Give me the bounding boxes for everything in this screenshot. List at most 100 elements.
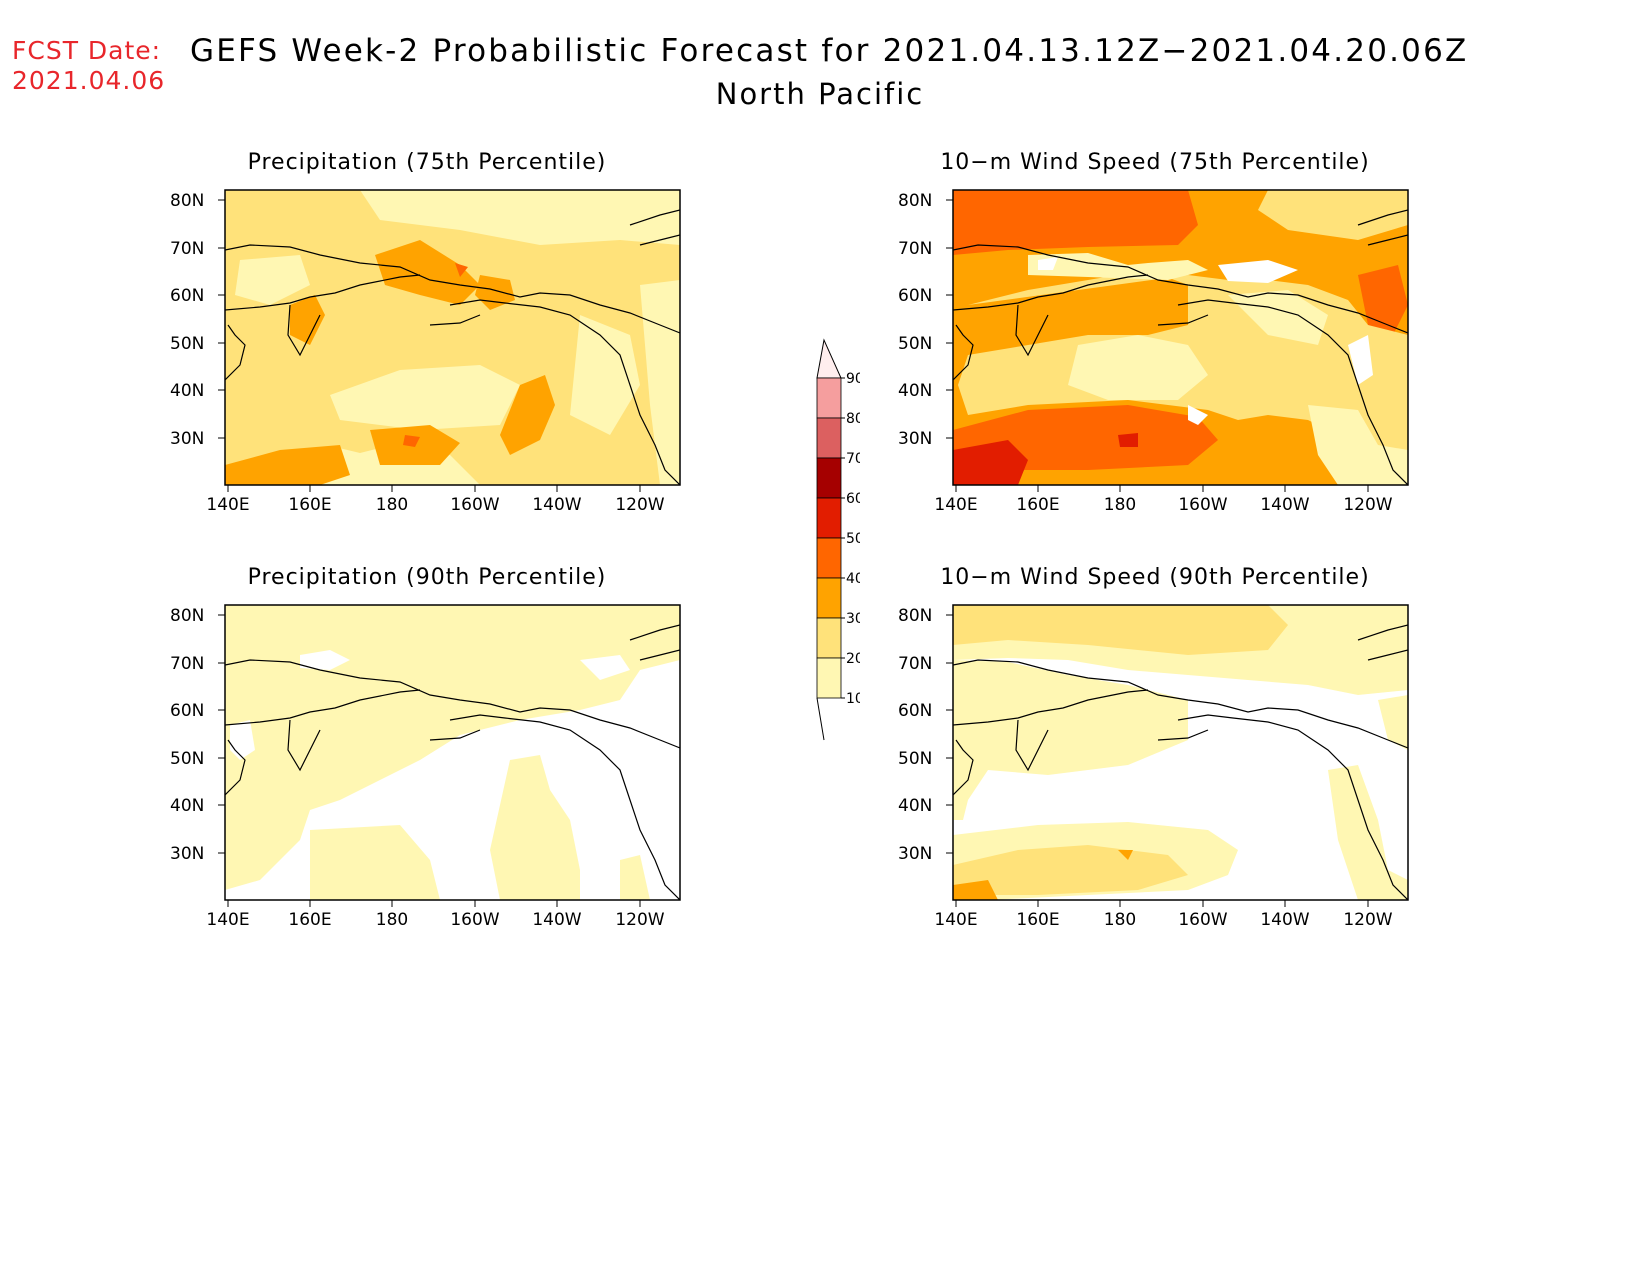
fill-c50 [953,440,1028,485]
lon-label-140e: 140E [206,910,249,930]
fill-white [1188,405,1208,425]
lat-label-70n: 70N [170,239,204,259]
lat-label-50n: 50N [898,749,932,769]
lat-label-40n: 40N [170,796,204,816]
lat-label-60n: 60N [898,286,932,306]
fill-c30 [1118,850,1133,860]
panel-title-wind-90: 10−m Wind Speed (90th Percentile) [940,565,1370,590]
colorbar-label-50: 50 [846,531,860,547]
colorbar-label-40: 40 [846,571,860,587]
fill-c10 [330,365,520,430]
fill-c30 [375,240,480,305]
map-frame [952,189,1409,486]
fill-c40 [953,190,1198,255]
fill-c20 [1258,190,1408,240]
lon-label-140e: 140E [934,495,977,515]
lon-label-180: 180 [1104,910,1136,930]
lat-label-50n: 50N [170,749,204,769]
fill-c30 [953,880,998,900]
fill-c10 [570,315,640,435]
colorbar-label-60: 60 [846,491,860,507]
lat-label-40n: 40N [898,381,932,401]
lat-label-50n: 50N [898,334,932,354]
map-precip-75: 30N 40N 50N 60N 70N 80N 140E 160E 180 16… [170,189,681,515]
forecast-date-block: FCST Date: 2021.04.06 [12,36,165,96]
lon-axis: 140E 160E 180 160W 140W 120W [934,485,1393,515]
fill-c10 [1228,290,1328,345]
lon-axis: 140E 160E 180 160W 140W 120W [206,900,665,930]
fill-c10 [1378,695,1408,750]
colorbar-swatch-60 [816,497,842,539]
lon-label-140e: 140E [206,495,249,515]
lat-label-60n: 60N [170,701,204,721]
lat-label-60n: 60N [898,701,932,721]
lon-label-120w: 120W [1343,495,1392,515]
lon-label-140e: 140E [934,910,977,930]
lat-label-30n: 30N [170,844,204,864]
lon-label-140w: 140W [532,910,581,930]
panel-title-precip-90: Precipitation (90th Percentile) [247,565,607,590]
lon-label-140w: 140W [1260,495,1309,515]
fill-white [580,655,630,680]
coastlines [953,624,1408,900]
fill-white [1218,260,1298,283]
lat-label-70n: 70N [898,654,932,674]
lon-label-120w: 120W [615,495,664,515]
fill-c30 [475,275,515,310]
fill-white [230,720,255,760]
page-subtitle: North Pacific [715,77,925,111]
fill-white [1348,335,1373,385]
colorbar-label-90: 90 [846,371,860,387]
map-frame [224,604,681,901]
colorbar: 90 80 70 60 50 40 30 20 10 [816,338,860,741]
colorbar-swatch-20 [816,657,842,699]
fill-c10 [1328,765,1408,900]
lat-label-70n: 70N [898,239,932,259]
lon-label-180: 180 [376,910,408,930]
map-wind-75: 30N 40N 50N 60N 70N 80N 140E 160E 180 16… [898,189,1409,515]
colorbar-label-10: 10 [846,691,860,707]
panel-title-precip-75: Precipitation (75th Percentile) [247,150,607,175]
colorbar-swatch-50 [816,537,842,579]
fill-c10 [360,190,680,245]
fill-c20 [953,605,1288,655]
lon-label-140w: 140W [532,495,581,515]
lat-label-80n: 80N [170,191,204,211]
colorbar-bottom-tip [816,697,825,741]
colorbar-label-30: 30 [846,611,860,627]
fill-c30 [500,375,555,455]
fill-c10 [235,255,310,305]
lon-label-160w: 160W [450,495,499,515]
lat-label-80n: 80N [898,606,932,626]
lon-label-180: 180 [376,495,408,515]
fill-c30 [290,295,325,345]
lat-axis: 30N 40N 50N 60N 70N 80N [898,191,953,449]
fill-c10 [310,825,440,900]
lat-label-40n: 40N [170,381,204,401]
lat-label-80n: 80N [898,191,932,211]
lon-label-160e: 160E [288,495,331,515]
coastlines [225,209,680,485]
fill-white [300,650,350,670]
map-frame [952,604,1409,901]
lon-label-160w: 160W [450,910,499,930]
coastlines [953,209,1408,485]
colorbar-swatch-40 [816,577,842,619]
lon-label-120w: 120W [1343,910,1392,930]
fill-c30 [225,445,350,485]
lon-label-160w: 160W [1178,495,1227,515]
map-precip-90: 30N 40N 50N 60N 70N 80N 140E 160E 180 16… [170,604,681,930]
lon-label-160e: 160E [288,910,331,930]
lat-label-40n: 40N [898,796,932,816]
lon-label-160w: 160W [1178,910,1227,930]
colorbar-swatch-90 [816,377,842,419]
colorbar-swatch-70 [816,457,842,499]
fill-c10 [1308,405,1408,485]
colorbar-label-80: 80 [846,411,860,427]
lat-axis: 30N 40N 50N 60N 70N 80N [170,191,225,449]
lat-axis: 30N 40N 50N 60N 70N 80N [170,606,225,864]
fill-c40 [455,263,468,277]
lat-label-30n: 30N [898,844,932,864]
coastlines [225,624,680,900]
lon-label-180: 180 [1104,495,1136,515]
